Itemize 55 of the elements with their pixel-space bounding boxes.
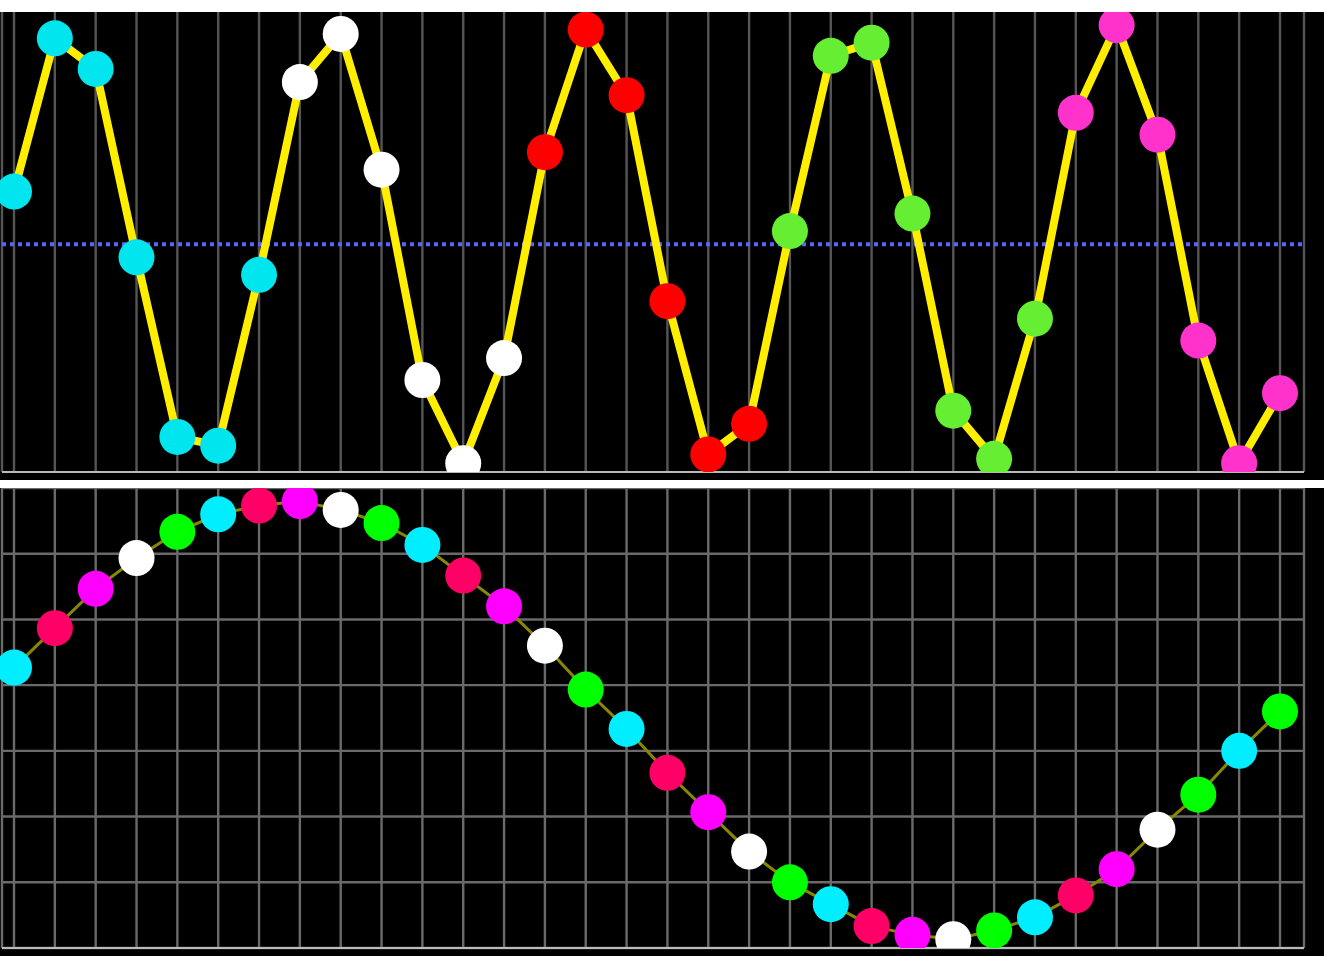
point — [1139, 811, 1176, 848]
point — [1016, 300, 1053, 337]
point — [241, 488, 278, 524]
point — [1221, 732, 1258, 769]
point — [363, 151, 400, 188]
point — [1262, 375, 1298, 412]
point — [200, 427, 237, 464]
point — [608, 710, 645, 747]
point — [812, 37, 849, 74]
point — [1262, 693, 1298, 730]
point — [1057, 94, 1094, 131]
point — [36, 20, 73, 57]
point — [486, 340, 523, 377]
point — [77, 570, 114, 607]
point — [1139, 116, 1176, 153]
point — [322, 491, 359, 528]
point — [77, 50, 114, 87]
point — [690, 436, 727, 472]
point — [159, 418, 196, 455]
point — [118, 239, 155, 276]
point — [118, 540, 155, 577]
point — [567, 671, 604, 708]
point — [241, 256, 278, 293]
point — [404, 526, 441, 563]
point — [608, 77, 645, 114]
point — [731, 833, 768, 870]
point — [445, 557, 482, 594]
point — [976, 912, 1013, 948]
point — [526, 627, 563, 664]
point — [1180, 776, 1217, 813]
point — [322, 15, 359, 52]
point — [649, 754, 686, 791]
point — [281, 64, 318, 101]
point — [894, 195, 931, 232]
point — [1098, 851, 1135, 888]
point — [853, 908, 890, 945]
point — [812, 886, 849, 923]
point — [1180, 322, 1217, 359]
point — [853, 24, 890, 61]
point — [690, 794, 727, 831]
point — [1057, 877, 1094, 914]
point — [731, 405, 768, 442]
point — [404, 362, 441, 398]
point — [36, 610, 73, 647]
point — [486, 588, 523, 625]
point — [567, 12, 604, 48]
point — [771, 864, 808, 901]
point — [363, 505, 400, 542]
point — [935, 392, 972, 429]
point — [526, 134, 563, 171]
point — [1016, 899, 1053, 936]
point — [159, 513, 196, 550]
point — [649, 283, 686, 320]
point — [771, 213, 808, 250]
point — [200, 496, 237, 533]
